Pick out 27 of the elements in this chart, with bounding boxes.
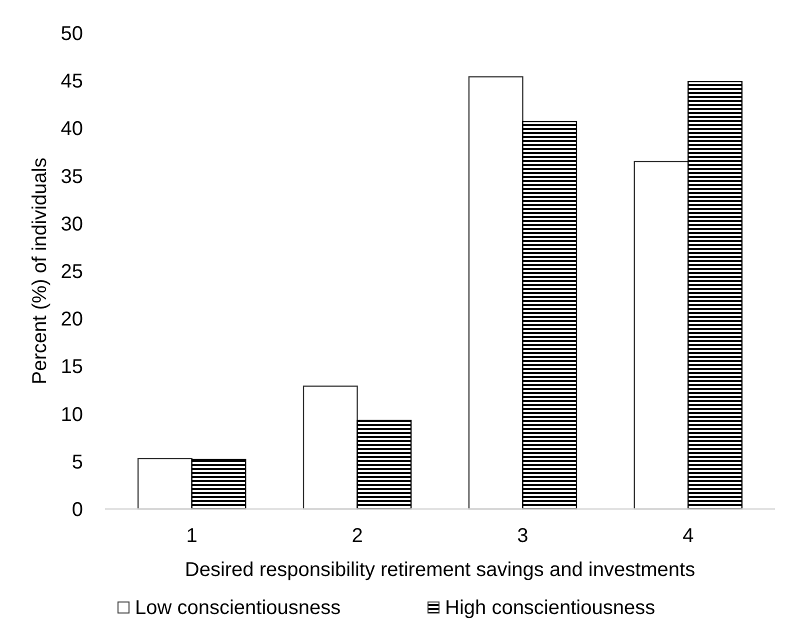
bar — [191, 458, 246, 510]
y-tick-label: 25 — [60, 261, 83, 283]
bar — [688, 80, 743, 510]
y-tick-label: 45 — [60, 70, 83, 93]
y-axis-title: Percent (%) of individuals — [29, 158, 51, 384]
bar — [137, 458, 192, 510]
legend-label: High conscientiousness — [445, 597, 656, 619]
x-tick-label: 2 — [352, 525, 363, 547]
y-tick-label: 35 — [60, 166, 83, 188]
x-tick-label: 3 — [517, 525, 528, 547]
x-tick-label: 4 — [682, 525, 694, 547]
y-tick-label: 10 — [60, 404, 83, 426]
y-tick-label: 0 — [72, 499, 83, 521]
y-tick-label: 20 — [60, 308, 83, 331]
bar — [522, 120, 578, 510]
legend-label: Low conscientiousness — [135, 597, 341, 619]
bar — [634, 160, 689, 510]
y-tick-label: 15 — [60, 356, 83, 378]
y-tick-label: 5 — [72, 451, 83, 474]
y-tick-label: 30 — [60, 213, 83, 236]
y-tick-label: 40 — [60, 118, 83, 140]
x-tick-label: 1 — [186, 525, 198, 547]
bar — [468, 76, 524, 510]
x-axis-title: Desired responsibility retirement savings and investments — [184, 559, 696, 581]
y-tick-label: 50 — [60, 23, 83, 45]
bar — [302, 386, 358, 510]
bar — [356, 420, 412, 510]
